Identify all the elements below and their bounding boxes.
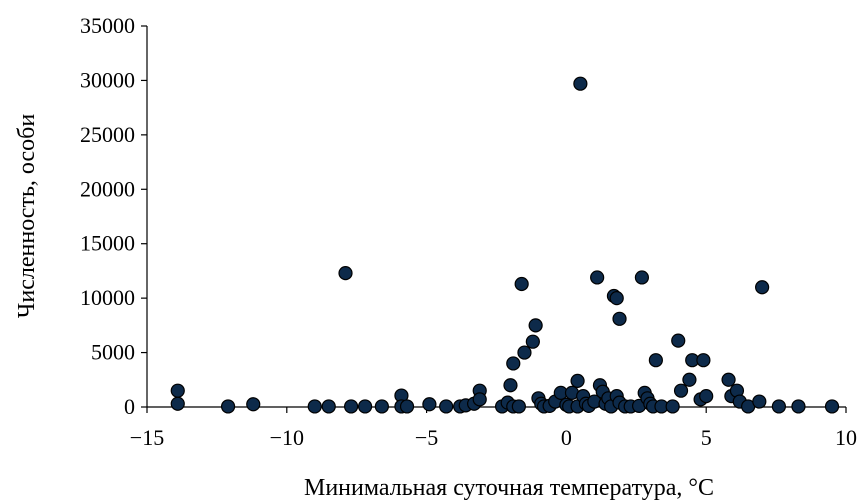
data-point bbox=[699, 389, 714, 404]
data-point bbox=[590, 270, 605, 285]
data-point bbox=[671, 333, 686, 348]
y-tick-label: 5000 bbox=[91, 340, 135, 365]
data-point bbox=[648, 353, 663, 368]
data-point bbox=[696, 353, 711, 368]
data-point bbox=[374, 399, 389, 414]
y-tick-label: 20000 bbox=[80, 176, 135, 201]
data-point bbox=[570, 373, 585, 388]
data-point bbox=[824, 399, 840, 414]
data-point bbox=[321, 399, 336, 414]
data-point bbox=[338, 266, 353, 281]
data-point bbox=[665, 399, 680, 414]
data-point bbox=[514, 276, 529, 292]
data-point bbox=[634, 270, 649, 285]
x-tick-label: −15 bbox=[130, 425, 164, 450]
data-point bbox=[612, 311, 627, 326]
data-point bbox=[517, 345, 532, 360]
y-tick-label: 35000 bbox=[80, 13, 135, 38]
data-point bbox=[220, 399, 236, 414]
x-tick-label: 5 bbox=[701, 425, 712, 450]
y-tick-label: 15000 bbox=[80, 231, 135, 256]
data-point bbox=[609, 291, 624, 306]
data-point bbox=[791, 399, 806, 414]
y-tick-label: 30000 bbox=[80, 67, 135, 92]
data-point bbox=[246, 397, 261, 412]
data-point bbox=[503, 378, 518, 393]
x-tick-label: 10 bbox=[835, 425, 857, 450]
data-point bbox=[399, 399, 415, 414]
y-tick-label: 10000 bbox=[80, 285, 135, 310]
data-point bbox=[752, 394, 767, 409]
data-point bbox=[673, 383, 689, 398]
data-point bbox=[682, 372, 697, 387]
data-point bbox=[721, 372, 736, 387]
data-point bbox=[525, 334, 540, 349]
x-tick-label: −5 bbox=[415, 425, 438, 450]
y-tick-label: 0 bbox=[124, 394, 135, 419]
data-point bbox=[357, 399, 373, 414]
x-tick-label: −10 bbox=[270, 425, 304, 450]
data-point bbox=[170, 396, 185, 411]
y-axis-title: Численность, особи bbox=[14, 114, 40, 319]
data-point bbox=[511, 399, 526, 414]
x-tick-label: 0 bbox=[561, 425, 572, 450]
x-axis-title: Минимальная суточная температура, °С bbox=[304, 475, 714, 501]
data-point bbox=[344, 399, 359, 414]
data-point bbox=[472, 392, 487, 407]
data-point bbox=[170, 383, 185, 398]
data-point bbox=[506, 356, 521, 371]
data-point bbox=[573, 76, 588, 91]
data-point bbox=[422, 397, 437, 412]
data-point bbox=[439, 399, 454, 414]
data-point bbox=[307, 399, 322, 414]
data-point bbox=[755, 280, 770, 295]
data-point bbox=[771, 399, 786, 414]
y-tick-label: 25000 bbox=[80, 122, 135, 147]
data-point bbox=[528, 318, 543, 333]
